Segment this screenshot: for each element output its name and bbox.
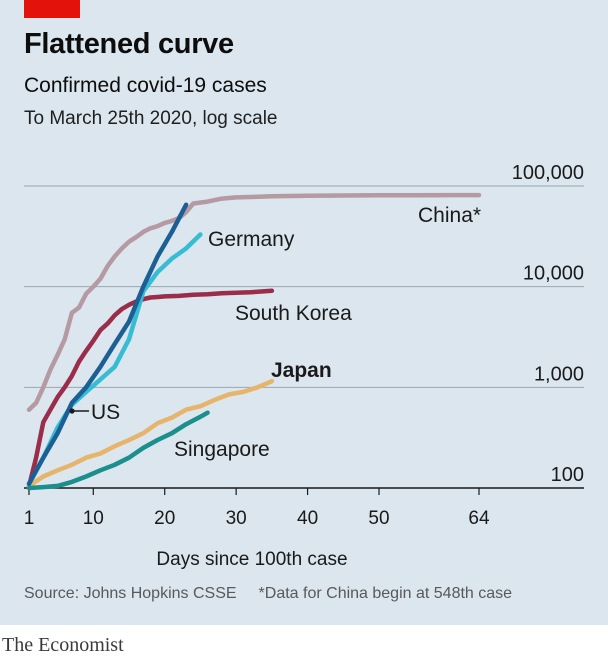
chart-subtitle-scale: To March 25th 2020, log scale <box>24 108 278 129</box>
red-tag <box>24 0 80 18</box>
x-tick-label: 64 <box>468 508 490 529</box>
source-note: Source: Johns Hopkins CSSE <box>24 585 237 602</box>
x-tick-label: 50 <box>368 508 389 529</box>
x-tick-label: 10 <box>83 508 104 529</box>
china-data-note: *Data for China begin at 548th case <box>258 585 513 602</box>
chart-title: Flattened curve <box>24 28 234 60</box>
y-tick-label: 1,000 <box>534 363 584 385</box>
x-tick-label: 40 <box>297 508 318 529</box>
x-tick-label: 1 <box>24 508 35 529</box>
y-tick-label: 100,000 <box>512 162 584 184</box>
x-tick-label: 20 <box>154 508 175 529</box>
series-line-china <box>26 192 482 412</box>
series-line-us <box>26 202 189 487</box>
line-chart: 100 1,000 10,000 100,000 1 10 20 30 40 50 64 Days s… <box>24 162 584 570</box>
y-tick-label: 10,000 <box>523 263 584 285</box>
x-axis-title: Days since 100th case <box>156 549 347 570</box>
y-tick-label: 100 <box>551 464 584 486</box>
chart-panel <box>0 0 608 625</box>
series-label-japan: Japan <box>271 359 332 382</box>
us-leader-dot <box>69 408 75 414</box>
series-label-germany: Germany <box>208 228 295 251</box>
series-line-germany <box>26 232 203 487</box>
series-line-south-korea <box>26 288 275 489</box>
brand-logo: The Economist <box>2 634 124 656</box>
x-tick-label: 30 <box>226 508 247 529</box>
chart-subtitle: Confirmed covid-19 cases <box>24 74 267 97</box>
series-line-singapore <box>26 410 210 491</box>
series-label-south-korea: South Korea <box>235 302 352 325</box>
series-label-singapore: Singapore <box>174 438 270 461</box>
series-line-japan <box>26 378 275 489</box>
footer: Source: Johns Hopkins CSSE *Data for Chin… <box>24 585 512 603</box>
series-label-us: US <box>91 401 120 424</box>
series-label-china: China* <box>418 204 481 227</box>
